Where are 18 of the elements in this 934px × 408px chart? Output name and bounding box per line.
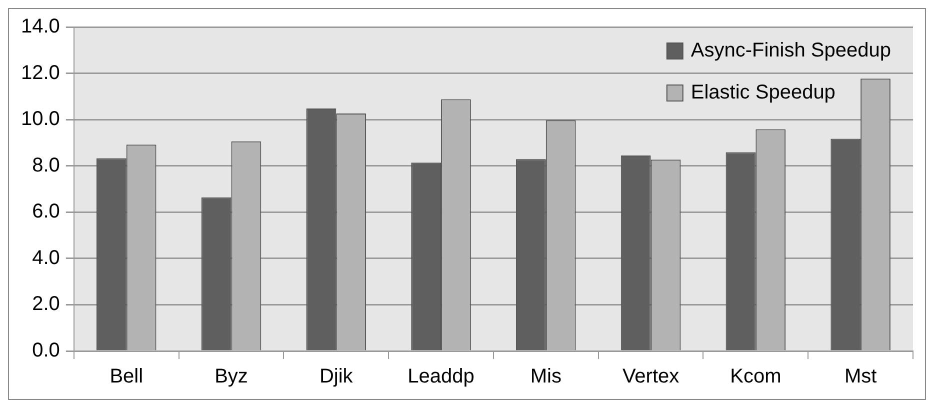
y-tick-label: 10.0 [20,108,60,130]
y-tick-label: 12.0 [20,62,60,84]
y-tick-label: 4.0 [32,246,60,269]
x-tick-label: Mis [530,366,562,388]
y-tick-label: 6.0 [32,200,60,223]
y-tick-label: 14.0 [20,16,60,38]
x-tick-label: Djik [319,366,354,388]
y-tick-label: 2.0 [32,293,60,316]
legend-label: Async-Finish Speedup [690,40,891,62]
legend-label: Elastic Speedup [690,82,836,104]
y-tick-label: 8.0 [32,154,60,176]
x-tick-label: Bell [110,366,144,388]
x-tick-label: Leaddp [408,366,474,388]
y-tick-label: 0.0 [32,340,60,362]
x-tick-label: Kcom [730,366,782,388]
x-tick-label: Vertex [622,366,680,388]
x-tick-label: Mst [844,366,878,388]
x-tick-label: Byz [214,366,248,388]
